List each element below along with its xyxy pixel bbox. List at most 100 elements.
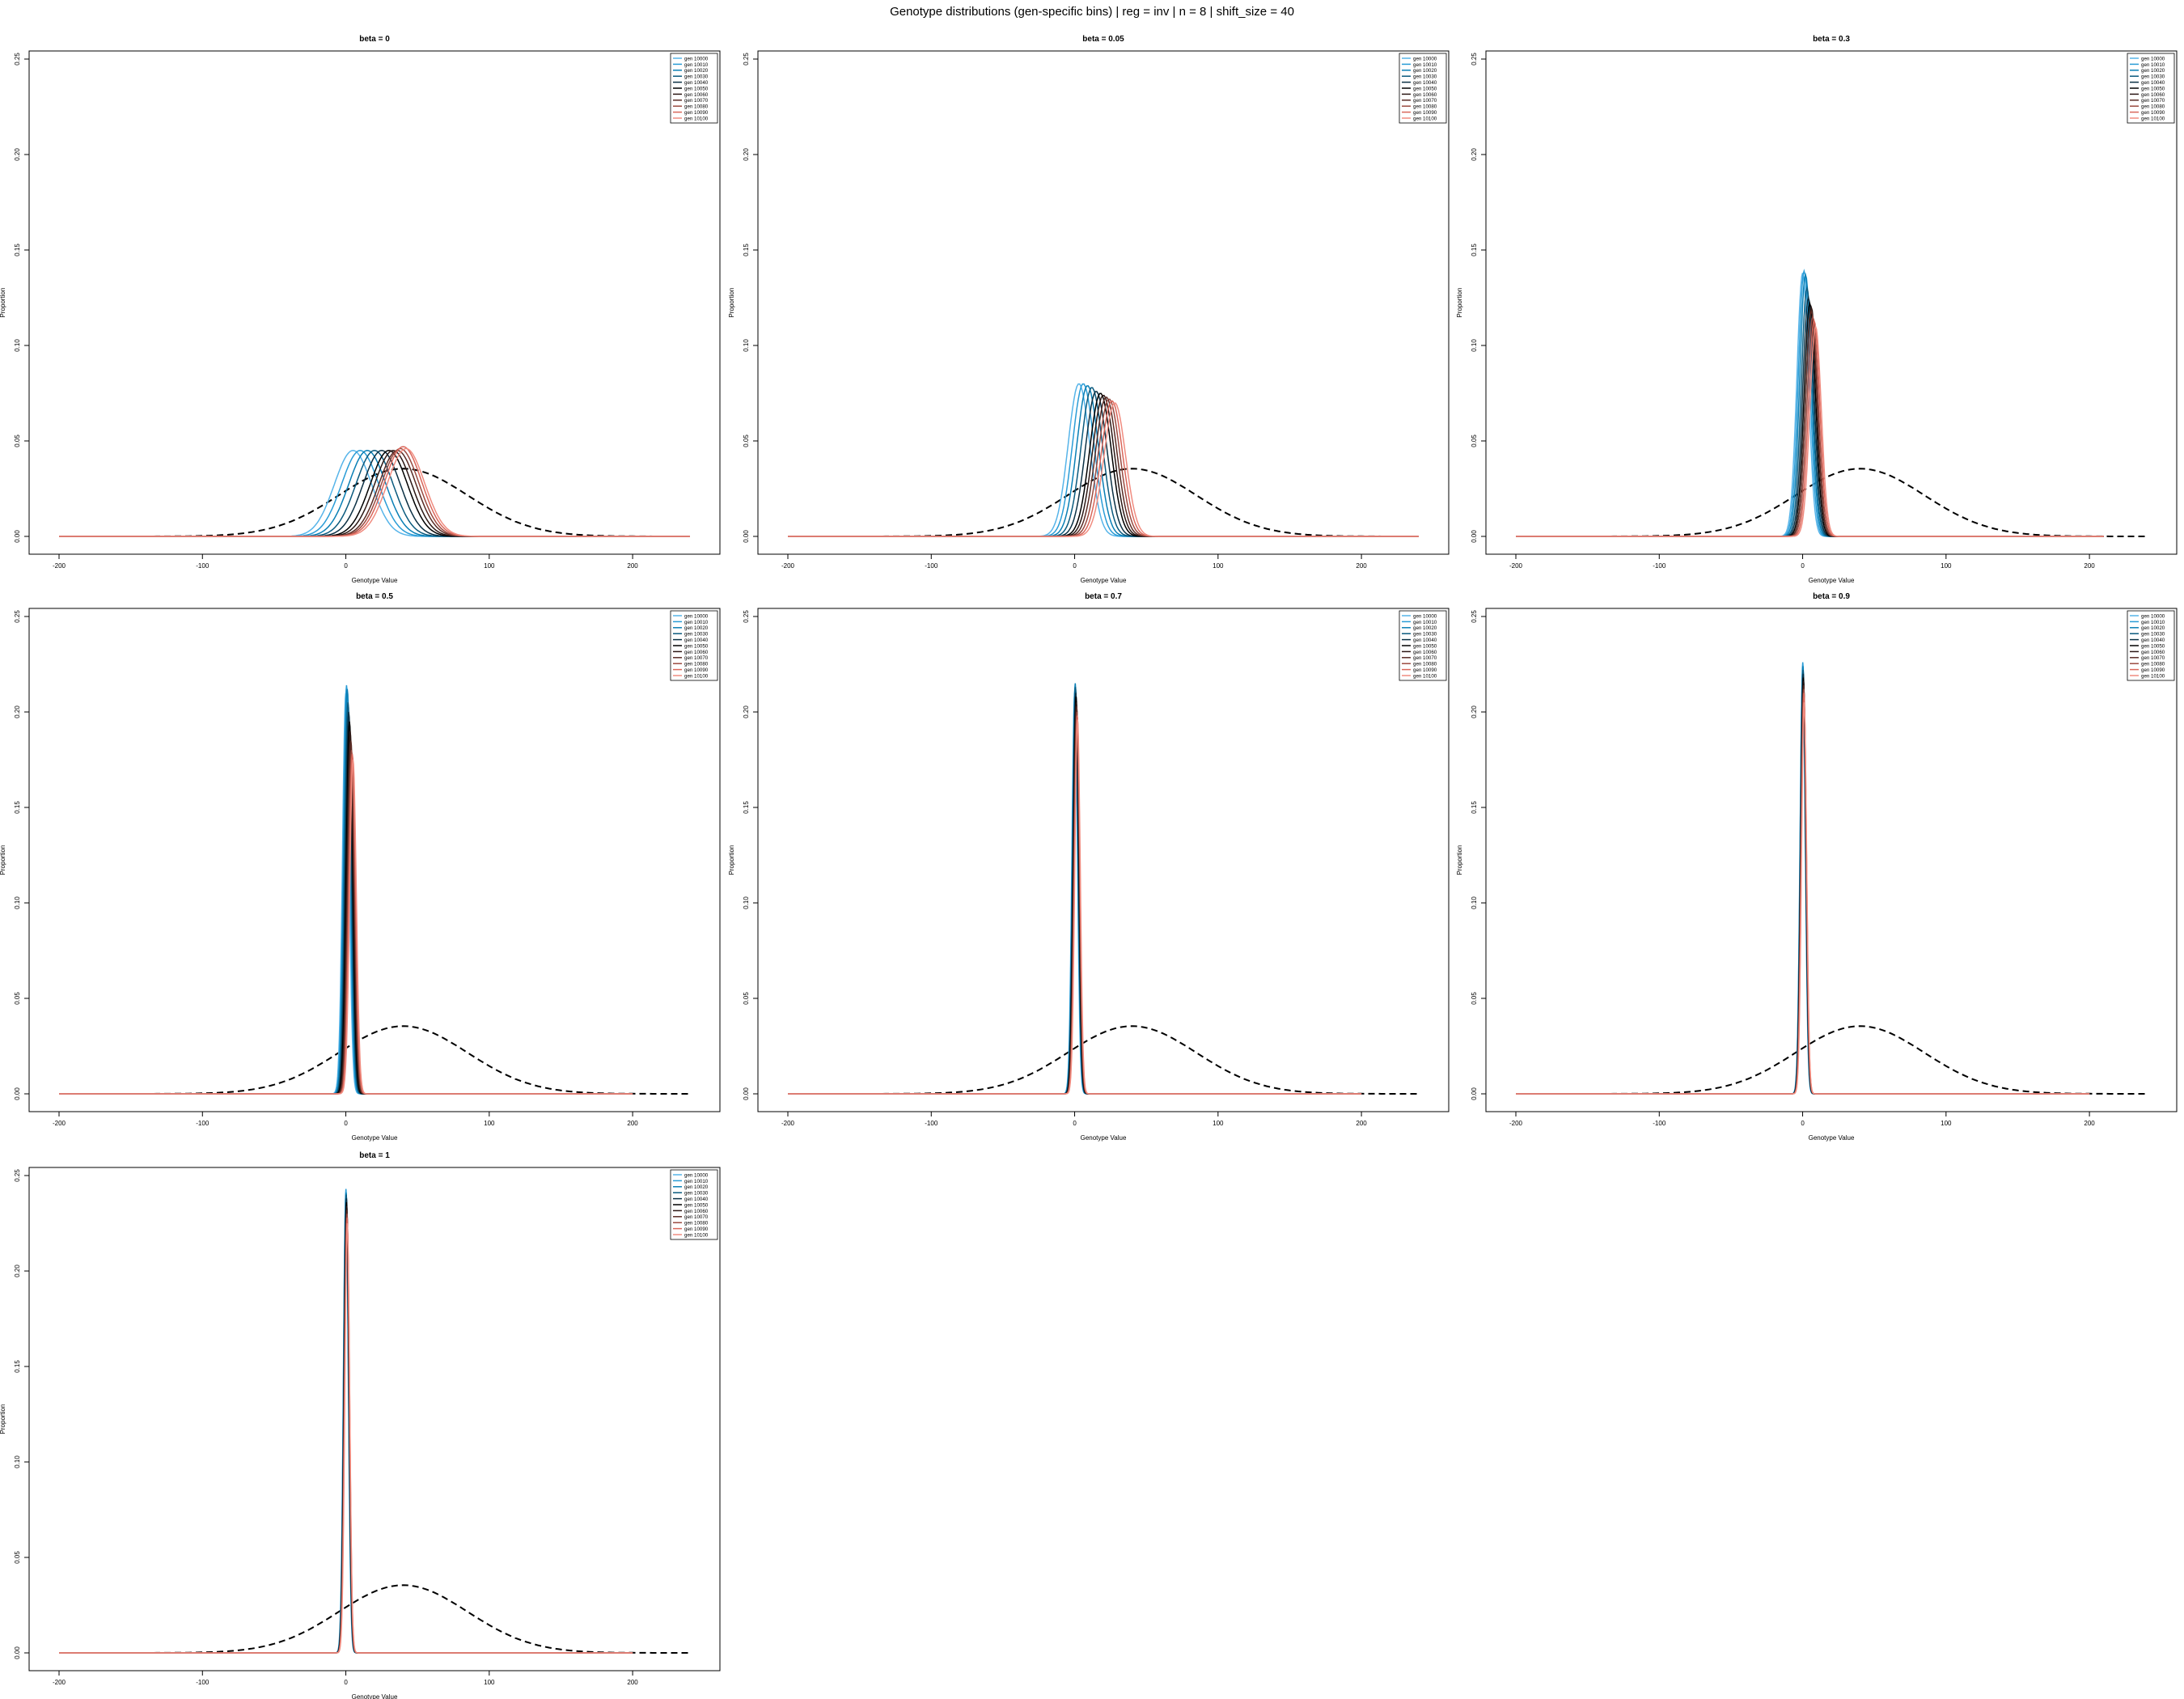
- legend-label: gen 10060: [684, 1209, 709, 1214]
- legend-label: gen 10090: [684, 1227, 709, 1232]
- y-tick-label: 0.25: [14, 1169, 21, 1182]
- x-tick-label: -100: [1653, 562, 1666, 570]
- legend-label: gen 10060: [1413, 650, 1437, 655]
- y-tick-label: 0.25: [743, 53, 750, 66]
- series-line-gen-10100: [1516, 702, 2090, 1095]
- plot-frame: [1485, 50, 2178, 555]
- x-tick-label: 100: [484, 562, 495, 570]
- legend-label: gen 10010: [684, 62, 709, 68]
- plot-frame: [28, 608, 721, 1112]
- panel-title: beta = 0.05: [1082, 35, 1124, 44]
- legend-label: gen 10030: [2141, 632, 2165, 638]
- y-tick-label: 0.20: [1471, 148, 1478, 161]
- reference-curve: [788, 1025, 1419, 1095]
- legend-label: gen 10080: [684, 662, 709, 667]
- plot-frame: [757, 50, 1450, 555]
- legend-label: gen 10100: [2141, 673, 2165, 679]
- panel-title: beta = 0.7: [1085, 592, 1122, 601]
- panel-title: beta = 0.5: [356, 592, 393, 601]
- y-tick-label: 0.00: [743, 1087, 750, 1100]
- x-tick-label: -200: [53, 1679, 66, 1686]
- x-tick-label: 100: [484, 1679, 495, 1686]
- legend-label: gen 10030: [2141, 74, 2165, 80]
- y-tick-label: 0.00: [14, 1646, 21, 1659]
- legend-label: gen 10100: [1413, 673, 1437, 679]
- x-tick-label: 0: [1073, 1120, 1077, 1127]
- panel-6: beta = 0.9 -200 -100 0 100 200 Genotype Value 0…: [1456, 592, 2178, 1142]
- x-tick-label: -100: [196, 562, 210, 570]
- legend-label: gen 10020: [1413, 68, 1437, 74]
- legend-label: gen 10080: [684, 104, 709, 110]
- x-tick-label: -100: [925, 1120, 938, 1127]
- panel-1: beta = 0 -200 -100 0 100 200 Genotype Value 0.0…: [0, 35, 721, 584]
- legend-label: gen 10050: [2141, 86, 2165, 91]
- x-axis-label: Genotype Value: [352, 1134, 398, 1142]
- legend-label: gen 10070: [2141, 98, 2165, 104]
- y-tick-label: 0.15: [743, 244, 750, 256]
- x-tick-label: 0: [344, 1120, 348, 1127]
- legend-label: gen 10050: [1413, 643, 1437, 649]
- x-tick-label: 200: [1356, 1120, 1367, 1127]
- legend-label: gen 10030: [1413, 632, 1437, 638]
- legend-label: gen 10070: [684, 1214, 709, 1220]
- legend-label: gen 10080: [1413, 104, 1437, 110]
- panel-5: beta = 0.7 -200 -100 0 100 200 Genotype Value 0…: [728, 592, 1450, 1142]
- y-axis-label: Proportion: [728, 288, 735, 318]
- plot-frame: [28, 50, 721, 555]
- series-line-gen-10100: [788, 402, 1419, 537]
- y-tick-label: 0.20: [14, 148, 21, 161]
- legend-label: gen 10050: [2141, 643, 2165, 649]
- legend-label: gen 10050: [684, 86, 709, 91]
- y-tick-label: 0.05: [1471, 992, 1478, 1005]
- x-tick-label: -200: [781, 562, 795, 570]
- panel-4: beta = 0.5 -200 -100 0 100 200 Genotype Value 0…: [0, 592, 721, 1142]
- legend-label: gen 10010: [1413, 620, 1437, 625]
- legend-label: gen 10040: [1413, 80, 1437, 86]
- reference-curve: [1516, 1025, 2147, 1095]
- reference-curve: [788, 468, 1419, 537]
- legend-label: gen 10010: [1413, 62, 1437, 68]
- legend-label: gen 10090: [684, 110, 709, 116]
- x-axis-label: Genotype Value: [1081, 577, 1127, 584]
- y-tick-label: 0.05: [743, 992, 750, 1005]
- y-tick-label: 0.00: [14, 1087, 21, 1100]
- plot-frame: [28, 1167, 721, 1671]
- y-tick-label: 0.05: [743, 434, 750, 447]
- x-tick-label: 0: [344, 1679, 348, 1686]
- y-tick-label: 0.20: [743, 148, 750, 161]
- x-axis-label: Genotype Value: [1809, 1134, 1855, 1142]
- legend-label: gen 10000: [684, 1172, 709, 1178]
- y-tick-label: 0.15: [743, 801, 750, 814]
- reference-curve: [1516, 468, 2147, 537]
- y-tick-label: 0.10: [1471, 896, 1478, 909]
- legend-label: gen 10020: [2141, 625, 2165, 631]
- y-tick-label: 0.05: [14, 992, 21, 1005]
- y-axis-label: Proportion: [1456, 845, 1463, 875]
- y-tick-label: 0.10: [743, 339, 750, 352]
- legend-label: gen 10050: [1413, 86, 1437, 91]
- legend-label: gen 10080: [684, 1221, 709, 1227]
- y-tick-label: 0.05: [14, 434, 21, 447]
- y-tick-label: 0.10: [1471, 339, 1478, 352]
- legend-label: gen 10100: [684, 1232, 709, 1238]
- figure-title: Genotype distributions (gen-specific bin…: [890, 5, 1294, 19]
- y-axis-label: Proportion: [1456, 288, 1463, 318]
- series-line-gen-10100: [59, 759, 633, 1095]
- y-tick-label: 0.00: [743, 530, 750, 543]
- legend-label: gen 10040: [2141, 638, 2165, 643]
- y-tick-label: 0.10: [14, 896, 21, 909]
- legend-label: gen 10040: [2141, 80, 2165, 86]
- x-tick-label: 200: [627, 1120, 638, 1127]
- series-line-gen-10100: [59, 1222, 633, 1654]
- series-line-gen-10100: [1516, 324, 2104, 537]
- legend-label: gen 10060: [2141, 650, 2165, 655]
- panel-2: beta = 0.05 -200 -100 0 100 200 Genotype Value…: [728, 35, 1450, 584]
- y-tick-label: 0.20: [14, 1265, 21, 1277]
- series-line-gen-10100: [788, 719, 1362, 1095]
- x-tick-label: 0: [344, 562, 348, 570]
- x-tick-label: 0: [1801, 1120, 1805, 1127]
- y-tick-label: 0.10: [14, 1455, 21, 1468]
